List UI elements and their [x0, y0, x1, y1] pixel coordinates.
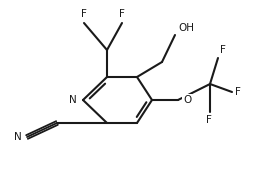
- Text: F: F: [220, 45, 226, 55]
- Text: F: F: [119, 9, 125, 19]
- Text: F: F: [206, 115, 212, 125]
- Text: F: F: [235, 87, 241, 97]
- Text: N: N: [14, 132, 22, 142]
- Text: N: N: [69, 95, 77, 105]
- Text: O: O: [183, 95, 191, 105]
- Text: F: F: [81, 9, 87, 19]
- Text: OH: OH: [178, 23, 194, 33]
